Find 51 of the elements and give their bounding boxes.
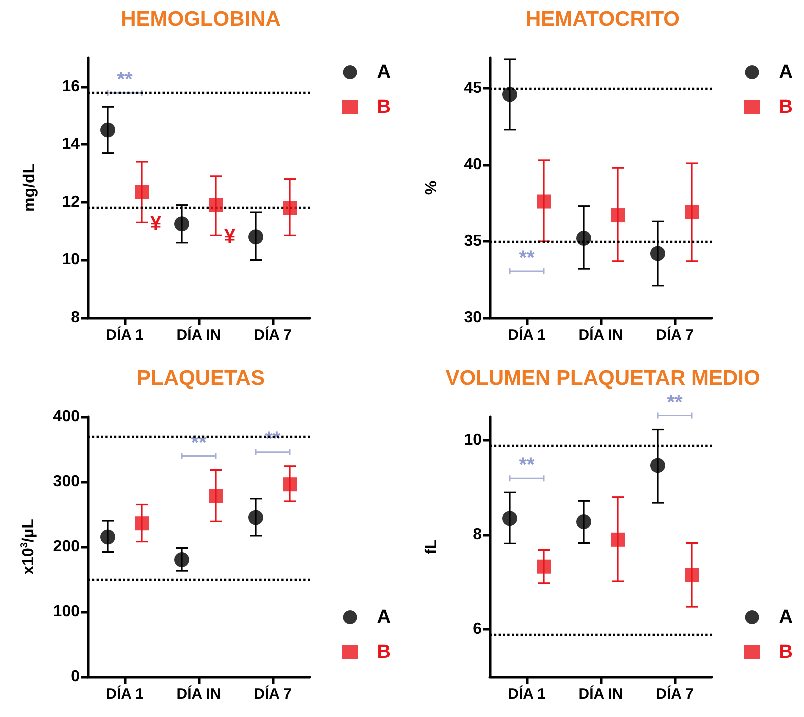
annotation: ** [519,248,535,270]
y-tick-label: 300 [53,474,80,490]
annotation: ¥ [224,226,236,248]
legend-label: B [377,97,392,118]
x-tick-label: DÍA 7 [254,326,292,344]
legend-label: A [377,607,392,628]
text: ** [667,392,683,414]
chart-title: HEMATOCRITO [526,8,680,31]
annotation: ** [519,454,535,477]
x-tick-label: DÍA 1 [106,685,144,703]
y-axis-title: mg/dL [22,164,38,212]
legend-label: B [779,642,794,663]
y-tick-label: 6 [473,621,482,638]
y-axis-title: fL [424,539,440,555]
y-tick-label: 12 [62,194,80,211]
legend-label: A [779,607,794,628]
y-tick-label: 0 [71,668,80,686]
legend-label: A [377,62,392,83]
y-tick-label: 400 [53,408,80,426]
x-tick-label: DÍA 7 [656,685,694,703]
annotation: ¥ [150,213,162,236]
x-tick-label: DÍA 7 [656,326,694,344]
chart-title: PLAQUETAS [137,367,265,390]
chart-title: VOLUMEN PLAQUETAR MEDIO [446,367,760,390]
chart-title: HEMOGLOBINA [121,8,281,31]
x-tick-label: DÍA 1 [508,685,546,703]
legend-label: B [377,642,392,663]
y-tick-label: 10 [464,432,482,450]
y-tick-label: 200 [53,538,80,556]
legend-label: B [779,97,794,118]
x-tick-label: DÍA IN [578,685,624,703]
y-tick-label: 35 [464,233,482,250]
y-tick-label: 8 [473,526,482,544]
y-axis-title: % [424,180,440,196]
y-tick-label: 45 [464,80,482,98]
y-tick-label: 14 [62,136,80,154]
x-tick-label: DÍA IN [176,685,222,703]
annotation: ** [117,69,133,92]
x-tick-label: DÍA IN [578,326,624,344]
y-tick-label: 8 [71,310,80,326]
legend-label: A [779,62,794,83]
y-tick-label: 30 [464,310,482,326]
x-tick-label: DÍA 1 [106,326,144,344]
x-tick-label: DÍA 1 [508,326,546,344]
y-axis-title: x103/µL [20,518,38,575]
y-tick-label: 10 [62,252,80,269]
y-tick-label: 100 [53,604,80,620]
y-tick-label: 40 [464,156,482,174]
y-tick-label: 16 [62,78,80,96]
x-tick-label: DÍA 7 [254,685,292,703]
x-tick-label: DÍA IN [176,326,222,344]
